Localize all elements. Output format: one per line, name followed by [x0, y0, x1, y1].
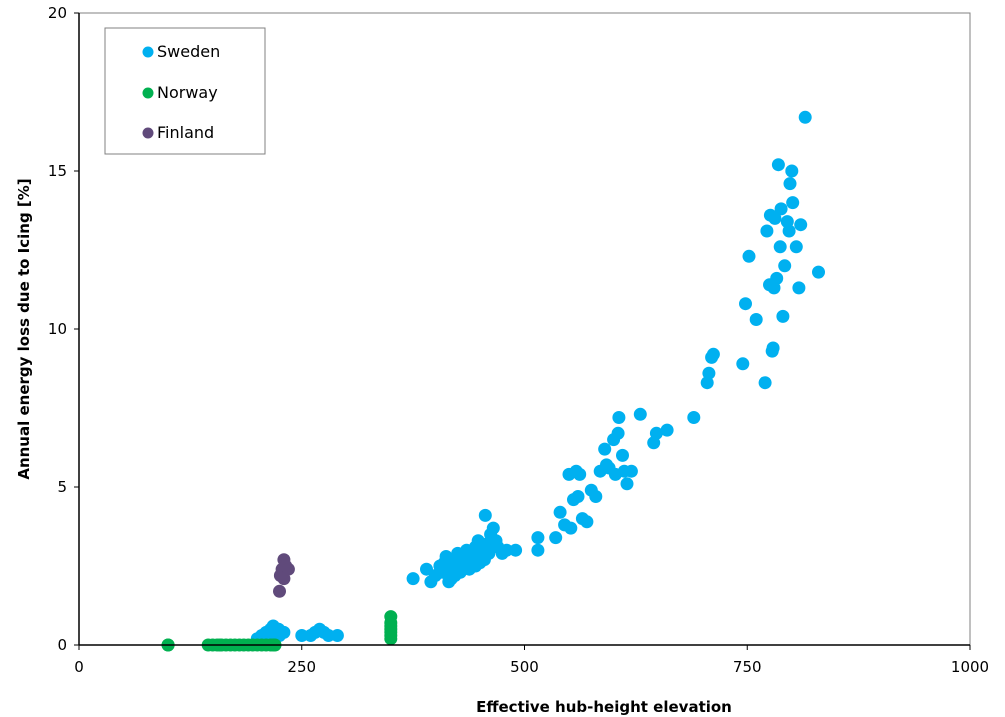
x-axis-label: Effective hub-height elevation: [476, 698, 732, 716]
legend-marker-norway: [142, 87, 154, 99]
y-tick-label: 10: [48, 320, 67, 338]
sweden-data-point: [649, 426, 663, 440]
sweden-data-point: [531, 543, 545, 557]
sweden-data-point: [620, 477, 634, 491]
sweden-data-point: [739, 297, 752, 311]
series-finland: [273, 553, 295, 598]
sweden-data-point: [571, 490, 585, 503]
x-tick-label: 1000: [951, 658, 989, 676]
sweden-data-point: [330, 629, 344, 642]
x-tick-label: 500: [510, 658, 539, 676]
y-tick-label: 20: [48, 4, 67, 22]
sweden-data-point: [789, 240, 803, 254]
sweden-data-point: [785, 164, 799, 178]
sweden-data-point: [451, 546, 465, 560]
sweden-data-point: [531, 531, 545, 545]
sweden-data-point: [786, 196, 800, 210]
sweden-data-point: [794, 218, 808, 232]
sweden-data-point: [812, 265, 825, 279]
sweden-data-point: [553, 505, 567, 519]
sweden-data-point: [589, 490, 603, 503]
sweden-data-point: [702, 366, 716, 380]
sweden-data-point: [798, 110, 812, 124]
sweden-data-point: [611, 426, 625, 440]
legend-marker-finland: [142, 127, 154, 139]
sweden-data-point: [782, 224, 796, 238]
sweden-data-point: [660, 423, 674, 437]
y-tick-label: 5: [57, 478, 67, 496]
sweden-data-point: [549, 531, 563, 545]
sweden-data-point: [478, 508, 492, 522]
sweden-data-point: [773, 240, 787, 254]
sweden-data-point: [766, 341, 780, 355]
sweden-data-point: [500, 543, 514, 557]
sweden-data-point: [778, 259, 792, 273]
finland-data-point: [273, 584, 286, 598]
sweden-data-point: [771, 158, 785, 172]
sweden-data-point: [612, 411, 626, 424]
sweden-data-point: [776, 309, 790, 323]
sweden-data-point: [768, 211, 782, 225]
y-tick-label: 15: [48, 162, 67, 180]
legend-label-finland: Finland: [157, 123, 214, 142]
sweden-data-point: [760, 224, 774, 238]
sweden-data-point: [770, 271, 784, 285]
sweden-data-point: [295, 629, 309, 642]
sweden-data-point: [444, 572, 458, 586]
sweden-data-point: [774, 202, 788, 216]
x-tick-label: 750: [733, 658, 762, 676]
sweden-data-point: [509, 543, 523, 557]
sweden-data-point: [736, 357, 750, 371]
axis-ticks: 0 250 500 750 1000 0 5 10 15 20: [48, 4, 989, 676]
sweden-data-point: [783, 177, 797, 191]
sweden-data-point: [406, 572, 420, 586]
sweden-data-point: [633, 407, 647, 421]
sweden-data-point: [687, 411, 701, 424]
data-points: [161, 110, 825, 652]
sweden-data-point: [486, 521, 500, 535]
norway-data-point: [384, 610, 398, 624]
finland-data-point: [281, 562, 295, 576]
sweden-data-point: [706, 347, 720, 361]
sweden-data-point: [758, 376, 772, 390]
sweden-data-point: [460, 556, 474, 570]
sweden-data-point: [749, 313, 763, 326]
sweden-data-point: [792, 281, 806, 295]
sweden-data-point: [598, 442, 612, 456]
sweden-data-point: [580, 515, 594, 529]
x-tick-label: 0: [74, 658, 84, 676]
sweden-data-point: [573, 467, 587, 481]
sweden-data-point: [624, 464, 638, 478]
x-tick-label: 250: [287, 658, 316, 676]
sweden-data-point: [742, 249, 756, 263]
legend-label-sweden: Sweden: [157, 42, 220, 61]
sweden-data-point: [272, 622, 286, 636]
sweden-data-point: [308, 625, 322, 639]
sweden-data-point: [564, 521, 578, 535]
y-axis-label: Annual energy loss due to Icing [%]: [15, 178, 33, 479]
legend-label-norway: Norway: [157, 83, 218, 102]
y-tick-label: 0: [57, 636, 67, 654]
sweden-data-point: [477, 553, 491, 567]
series-sweden: [250, 110, 825, 646]
legend-box: [104, 27, 266, 155]
legend-marker-sweden: [142, 46, 154, 58]
sweden-data-point: [322, 629, 335, 642]
sweden-data-point: [616, 448, 629, 462]
legend: Sweden Norway Finland: [104, 27, 266, 155]
